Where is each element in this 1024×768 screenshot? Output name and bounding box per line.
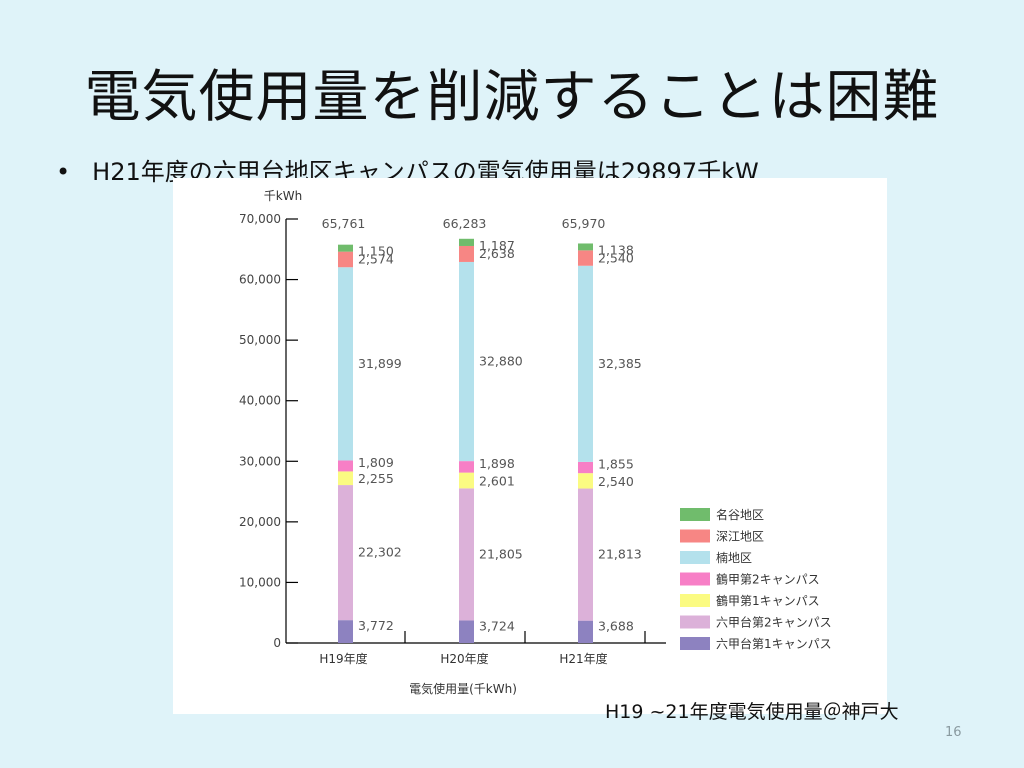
data-label: 3,724 (479, 618, 515, 633)
data-label: 1,150 (358, 244, 394, 259)
bar-segment (459, 245, 474, 262)
data-label: 2,574 (358, 252, 394, 267)
x-tick-label: H19年度 (319, 651, 367, 666)
legend-swatch (680, 637, 710, 650)
y-tick-label: 50,000 (239, 333, 281, 347)
data-label: 2,255 (358, 471, 394, 486)
data-label: 2,540 (598, 250, 634, 265)
legend-swatch (680, 572, 710, 586)
bullet-marker: • (56, 158, 71, 186)
bar-segment (459, 472, 474, 489)
legend-swatch (680, 551, 710, 564)
data-label: 1,138 (598, 242, 634, 257)
bar-segment (578, 488, 593, 621)
y-tick-label: 0 (273, 636, 281, 650)
legend-label: 楠地区 (716, 550, 752, 565)
data-label: 32,385 (598, 356, 642, 371)
bar-segment (459, 488, 474, 621)
data-label: 3,688 (598, 619, 634, 634)
bar-segment (578, 461, 593, 474)
y-unit-label: 千kWh (264, 189, 302, 203)
y-tick-label: 20,000 (239, 515, 281, 529)
data-label: 1,898 (479, 456, 515, 471)
y-tick-label: 10,000 (239, 575, 281, 589)
bar-segment (578, 620, 593, 643)
bar-segment (578, 473, 593, 489)
legend-label: 名谷地区 (716, 507, 764, 522)
data-label: 2,540 (598, 474, 634, 489)
total-label: 65,761 (322, 216, 366, 231)
data-label: 1,187 (479, 238, 515, 253)
source-caption: H19 ~21年度電気使用量＠神戸大 (605, 701, 899, 723)
legend-label: 鶴甲第2キャンパス (716, 572, 820, 587)
bar-segment (459, 261, 474, 462)
bar-segment (578, 243, 593, 251)
data-label: 2,638 (479, 246, 515, 261)
legend-label: 鶴甲第1キャンパス (716, 593, 820, 608)
bar-segment (338, 620, 353, 643)
y-tick-label: 60,000 (239, 273, 281, 287)
bar-segment (338, 251, 353, 268)
data-label: 1,809 (358, 455, 394, 470)
page-number: 16 (945, 725, 962, 740)
y-tick-label: 30,000 (239, 454, 281, 468)
x-tick-label: H21年度 (559, 651, 607, 666)
bar-segment (459, 238, 474, 246)
data-label: 22,302 (358, 545, 402, 560)
bar-segment (578, 250, 593, 266)
data-label: 3,772 (358, 618, 394, 633)
legend-swatch (680, 615, 710, 629)
total-label: 65,970 (562, 216, 606, 231)
bar-segment (338, 460, 353, 472)
legend-swatch (680, 594, 710, 607)
bar-segment (459, 620, 474, 643)
data-label: 31,899 (358, 356, 402, 371)
y-tick-label: 70,000 (239, 212, 281, 226)
data-label: 21,813 (598, 547, 642, 562)
bar-segment (459, 461, 474, 473)
total-label: 66,283 (443, 216, 487, 231)
bar-segment (338, 485, 353, 621)
bar-segment (338, 471, 353, 486)
chart-panel: 千kWh 0 10,000 20,000 30,000 40,000 50,000 60,00… (173, 178, 887, 714)
data-label: 1,855 (598, 457, 634, 472)
y-tick-label: 40,000 (239, 394, 281, 408)
x-tick-label: H20年度 (440, 651, 488, 666)
legend-label: 六甲台第1キャンパス (716, 636, 832, 651)
slide-title: 電気使用量を削減することは困難 (84, 65, 940, 130)
bar-segment (338, 267, 353, 461)
x-axis-title: 電気使用量(千kWh) (409, 681, 517, 696)
legend-swatch (680, 508, 710, 521)
legend-swatch (680, 529, 710, 543)
legend-label: 六甲台第2キャンパス (716, 615, 832, 630)
legend-label: 深江地区 (716, 530, 764, 544)
data-label: 21,805 (479, 546, 523, 561)
bar-segment (338, 244, 353, 252)
stacked-bar-chart: 千kWh 0 10,000 20,000 30,000 40,000 50,000 60,00… (239, 189, 832, 696)
bar-segment (578, 265, 593, 462)
data-label: 32,880 (479, 354, 523, 369)
data-label: 2,601 (479, 473, 515, 488)
